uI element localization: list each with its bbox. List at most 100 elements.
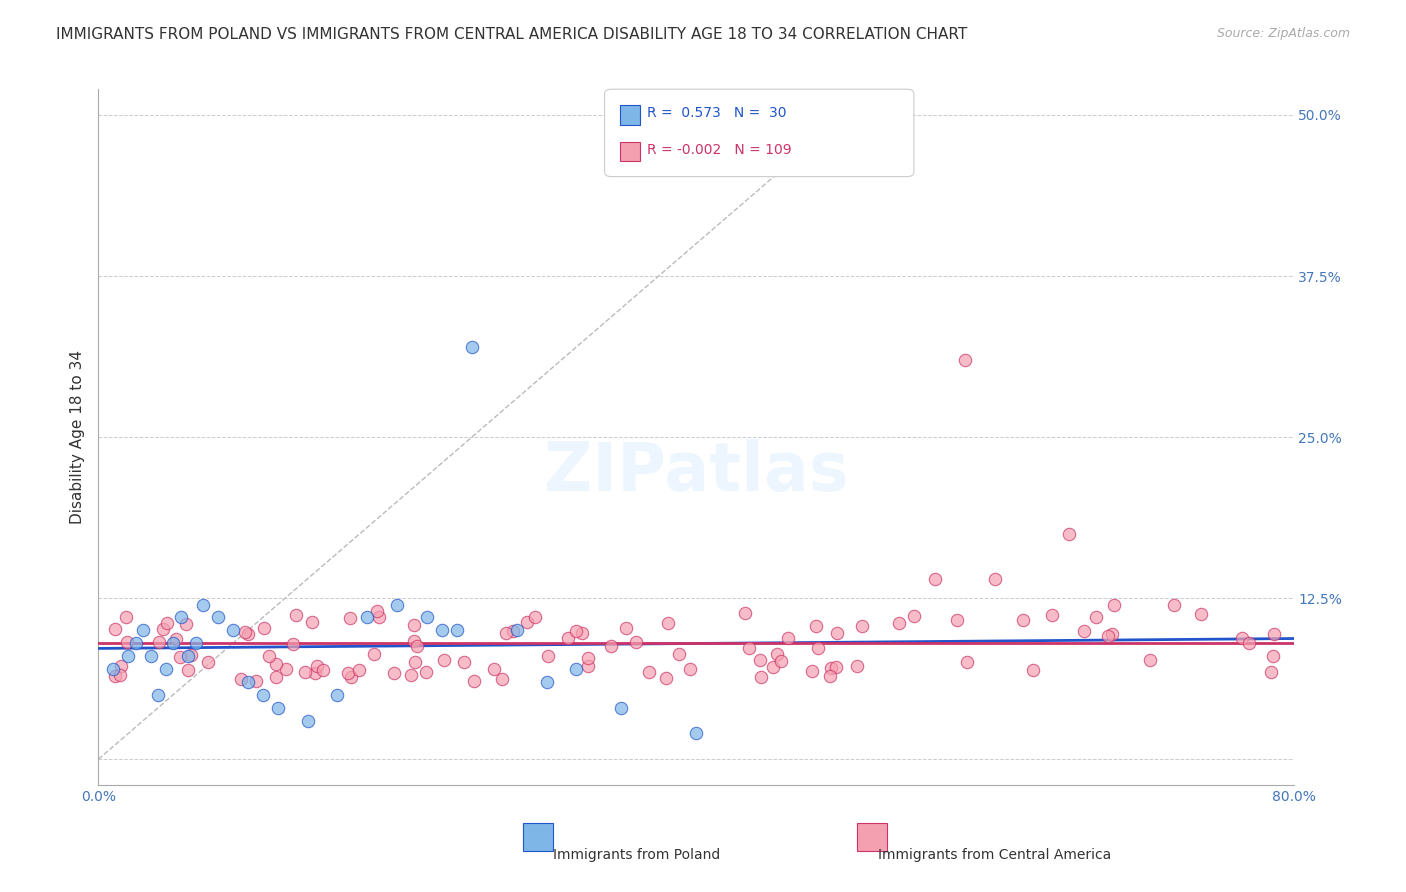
Point bbox=[252, 688, 274, 702]
Point bbox=[148, 635, 170, 649]
Point bbox=[770, 654, 793, 668]
Point bbox=[259, 648, 281, 663]
Point bbox=[401, 668, 423, 682]
Point bbox=[502, 624, 524, 638]
Point bbox=[557, 631, 579, 645]
Point bbox=[1011, 613, 1033, 627]
Point bbox=[115, 635, 138, 649]
Point bbox=[165, 632, 187, 646]
Point bbox=[430, 624, 453, 638]
Point bbox=[624, 635, 647, 649]
Point bbox=[110, 658, 132, 673]
Point bbox=[654, 671, 676, 685]
Text: R = -0.002   N = 109: R = -0.002 N = 109 bbox=[647, 143, 792, 157]
Point bbox=[903, 608, 925, 623]
Text: Immigrants from Poland: Immigrants from Poland bbox=[553, 847, 720, 862]
Point bbox=[222, 624, 245, 638]
Point bbox=[565, 624, 588, 639]
Point bbox=[506, 624, 529, 638]
Point bbox=[415, 665, 437, 680]
Point bbox=[108, 668, 131, 682]
Point bbox=[571, 625, 593, 640]
Point bbox=[349, 663, 371, 677]
Point bbox=[180, 648, 202, 663]
Point bbox=[264, 657, 287, 671]
Point bbox=[946, 613, 969, 627]
Point bbox=[1104, 598, 1126, 612]
Point bbox=[177, 663, 200, 677]
Point bbox=[1101, 627, 1123, 641]
Point bbox=[433, 653, 456, 667]
Point bbox=[416, 610, 439, 624]
Point bbox=[889, 615, 911, 630]
Point bbox=[305, 659, 328, 673]
Point bbox=[776, 632, 799, 646]
Point bbox=[169, 610, 191, 624]
Point bbox=[132, 624, 155, 638]
Point bbox=[956, 655, 979, 669]
Point bbox=[1163, 598, 1185, 612]
Point bbox=[326, 688, 349, 702]
Point bbox=[679, 662, 702, 676]
Point bbox=[177, 649, 200, 664]
Point bbox=[245, 673, 267, 688]
Text: R =  0.573   N =  30: R = 0.573 N = 30 bbox=[647, 106, 786, 120]
Point bbox=[253, 621, 276, 635]
Point bbox=[1073, 624, 1095, 639]
Point bbox=[537, 648, 560, 663]
Text: ZIPatlas: ZIPatlas bbox=[544, 439, 848, 505]
Point bbox=[523, 610, 546, 624]
Point bbox=[495, 625, 517, 640]
Point bbox=[1237, 636, 1260, 650]
Text: Source: ZipAtlas.com: Source: ZipAtlas.com bbox=[1216, 27, 1350, 40]
Point bbox=[1189, 607, 1212, 621]
Point bbox=[294, 665, 316, 679]
Point bbox=[953, 352, 976, 367]
Point bbox=[368, 610, 391, 624]
Point bbox=[825, 625, 848, 640]
Point bbox=[801, 664, 824, 678]
Point bbox=[281, 636, 304, 650]
Point bbox=[152, 622, 174, 636]
Point bbox=[339, 611, 361, 625]
Point bbox=[139, 649, 162, 664]
Point bbox=[125, 636, 148, 650]
Point bbox=[402, 633, 425, 648]
Point bbox=[578, 651, 600, 665]
Point bbox=[366, 604, 388, 618]
Point bbox=[404, 618, 426, 632]
Point bbox=[385, 598, 409, 612]
Point bbox=[285, 607, 308, 622]
Point bbox=[824, 659, 846, 673]
Point bbox=[461, 340, 484, 354]
Point bbox=[267, 700, 290, 714]
Point bbox=[610, 700, 633, 714]
Point bbox=[845, 659, 868, 673]
Point bbox=[749, 670, 772, 684]
Point bbox=[1097, 630, 1119, 644]
Point bbox=[363, 647, 385, 661]
Point bbox=[453, 655, 475, 669]
Point bbox=[463, 674, 485, 689]
Point bbox=[104, 669, 127, 683]
Point bbox=[516, 615, 538, 629]
Point bbox=[156, 616, 179, 631]
Point bbox=[1022, 663, 1045, 677]
Point bbox=[668, 647, 690, 661]
Point bbox=[924, 572, 946, 586]
Point bbox=[482, 662, 505, 676]
Bar bbox=[858, 823, 887, 851]
Point bbox=[148, 688, 170, 702]
Point bbox=[264, 670, 287, 684]
Point bbox=[578, 658, 600, 673]
Point bbox=[162, 636, 184, 650]
Point bbox=[339, 670, 361, 684]
Point bbox=[638, 665, 661, 679]
Point bbox=[104, 622, 127, 636]
Point bbox=[565, 662, 588, 676]
Point bbox=[1059, 526, 1081, 541]
Point bbox=[738, 641, 761, 656]
Point bbox=[197, 655, 219, 669]
Point bbox=[806, 618, 828, 632]
Point bbox=[614, 621, 637, 635]
